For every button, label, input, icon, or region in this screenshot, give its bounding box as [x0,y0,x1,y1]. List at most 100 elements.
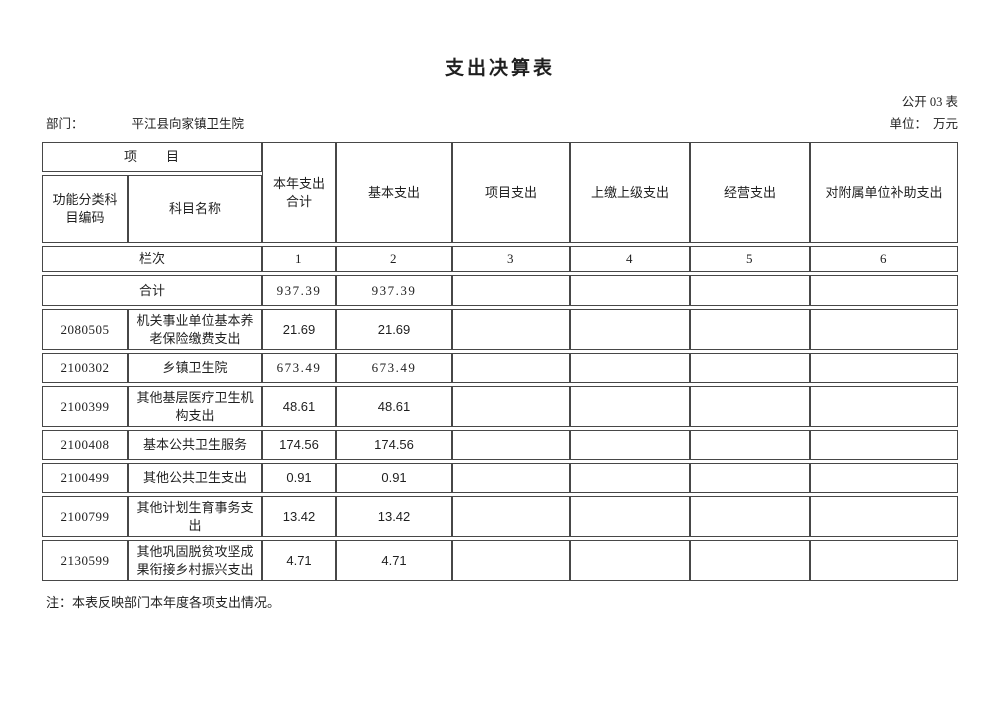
subject-name: 其他计划生育事务支出 [128,496,263,538]
department-label: 部门： [46,117,84,131]
table-row: 2100302 乡镇卫生院 673.49 673.49 [42,353,959,384]
department-field: 部门： 平江县向家镇卫生院 [46,113,244,132]
cell-basic-expense: 13.42 [336,496,453,538]
cell-subsidy-expense [810,386,959,428]
subject-name: 基本公共卫生服务 [128,430,263,461]
column-number-6: 6 [810,246,959,272]
cell-upper-level-expense [570,353,691,384]
header-upper-level-expense-column: 上缴上级支出 [570,142,691,243]
meta-row: 部门： 平江县向家镇卫生院 单位： 万元 [46,113,958,132]
subject-name: 其他公共卫生支出 [128,463,263,494]
column-number-5: 5 [690,246,811,272]
cell-upper-level-expense [570,275,691,306]
header-code-column: 功能分类科目编码 [42,175,128,243]
cell-subsidy-expense [810,496,959,538]
cell-project-expense [452,496,571,538]
header-project-expense-column: 项目支出 [452,142,571,243]
table-row: 2100499 其他公共卫生支出 0.91 0.91 [42,463,959,494]
cell-upper-level-expense [570,496,691,538]
subject-name: 其他巩固脱贫攻坚成果衔接乡村振兴支出 [128,540,263,582]
column-number-2: 2 [336,246,453,272]
cell-operating-expense [690,540,811,582]
cell-subsidy-expense [810,309,959,351]
column-index-label: 栏次 [42,246,263,272]
cell-subsidy-expense [810,540,959,582]
header-subject-name-column: 科目名称 [128,175,263,243]
cell-annual-total: 937.39 [262,275,337,306]
cell-project-expense [452,353,571,384]
cell-subsidy-expense [810,463,959,494]
header-row-top: 项 目 本年支出合计 基本支出 项目支出 上缴上级支出 经营支出 对附属单位补助… [42,142,959,243]
cell-annual-total: 673.49 [262,353,337,384]
unit-field: 单位： 万元 [889,113,958,132]
cell-operating-expense [690,386,811,428]
expenditure-table: 项 目 本年支出合计 基本支出 项目支出 上缴上级支出 经营支出 对附属单位补助… [42,139,959,584]
subject-name: 机关事业单位基本养老保险缴费支出 [128,309,263,351]
cell-operating-expense [690,496,811,538]
table-row: 2080505 机关事业单位基本养老保险缴费支出 21.69 21.69 [42,309,959,351]
subject-code: 2080505 [42,309,128,351]
header-annual-total-column: 本年支出合计 [262,142,337,243]
cell-project-expense [452,540,571,582]
cell-basic-expense: 673.49 [336,353,453,384]
cell-project-expense [452,309,571,351]
department-value: 平江县向家镇卫生院 [131,117,245,131]
subject-code: 2100399 [42,386,128,428]
cell-project-expense [452,386,571,428]
subject-code: 2100302 [42,353,128,384]
cell-upper-level-expense [570,309,691,351]
subject-code: 2100799 [42,496,128,538]
cell-upper-level-expense [570,540,691,582]
cell-basic-expense: 0.91 [336,463,453,494]
table-row: 2130599 其他巩固脱贫攻坚成果衔接乡村振兴支出 4.71 4.71 [42,540,959,582]
form-code-label: 公开 03 表 [901,95,958,109]
cell-basic-expense: 48.61 [336,386,453,428]
column-index-row: 栏次 1 2 3 4 5 6 [42,246,959,272]
cell-project-expense [452,463,571,494]
cell-annual-total: 21.69 [262,309,337,351]
cell-upper-level-expense [570,386,691,428]
cell-annual-total: 174.56 [262,430,337,461]
cell-operating-expense [690,275,811,306]
note-text: 注：本表反映部门本年度各项支出情况。 [46,595,281,610]
cell-operating-expense [690,309,811,351]
cell-basic-expense: 4.71 [336,540,453,582]
cell-annual-total: 13.42 [262,496,337,538]
subject-name: 其他基层医疗卫生机构支出 [128,386,263,428]
header-project-group: 项 目 [42,142,263,172]
total-label: 合计 [42,275,263,306]
page-title: 支出决算表 [444,58,555,79]
header-operating-expense-column: 经营支出 [690,142,811,243]
cell-project-expense [452,430,571,461]
subject-code: 2100408 [42,430,128,461]
cell-basic-expense: 937.39 [336,275,453,306]
cell-subsidy-expense [810,430,959,461]
header-row-sub: 功能分类科目编码 科目名称 [42,175,958,243]
cell-basic-expense: 21.69 [336,309,453,351]
column-number-4: 4 [570,246,691,272]
subject-name: 乡镇卫生院 [128,353,263,384]
cell-basic-expense: 174.56 [336,430,453,461]
total-row: 合计 937.39 937.39 [42,275,959,306]
cell-subsidy-expense [810,353,959,384]
cell-annual-total: 0.91 [262,463,337,494]
cell-operating-expense [690,353,811,384]
cell-operating-expense [690,463,811,494]
unit-label: 单位： [889,117,927,131]
cell-annual-total: 48.61 [262,386,337,428]
header-basic-expense-column: 基本支出 [336,142,453,243]
cell-project-expense [452,275,571,306]
cell-upper-level-expense [570,463,691,494]
unit-value: 万元 [932,117,958,131]
cell-operating-expense [690,430,811,461]
subject-code: 2130599 [42,540,128,582]
cell-subsidy-expense [810,275,959,306]
column-number-1: 1 [262,246,337,272]
subject-code: 2100499 [42,463,128,494]
table-row: 2100408 基本公共卫生服务 174.56 174.56 [42,430,959,461]
table-row: 2100399 其他基层医疗卫生机构支出 48.61 48.61 [42,386,959,428]
column-number-3: 3 [452,246,571,272]
table-row: 2100799 其他计划生育事务支出 13.42 13.42 [42,496,959,538]
header-subsidy-expense-column: 对附属单位补助支出 [810,142,959,243]
